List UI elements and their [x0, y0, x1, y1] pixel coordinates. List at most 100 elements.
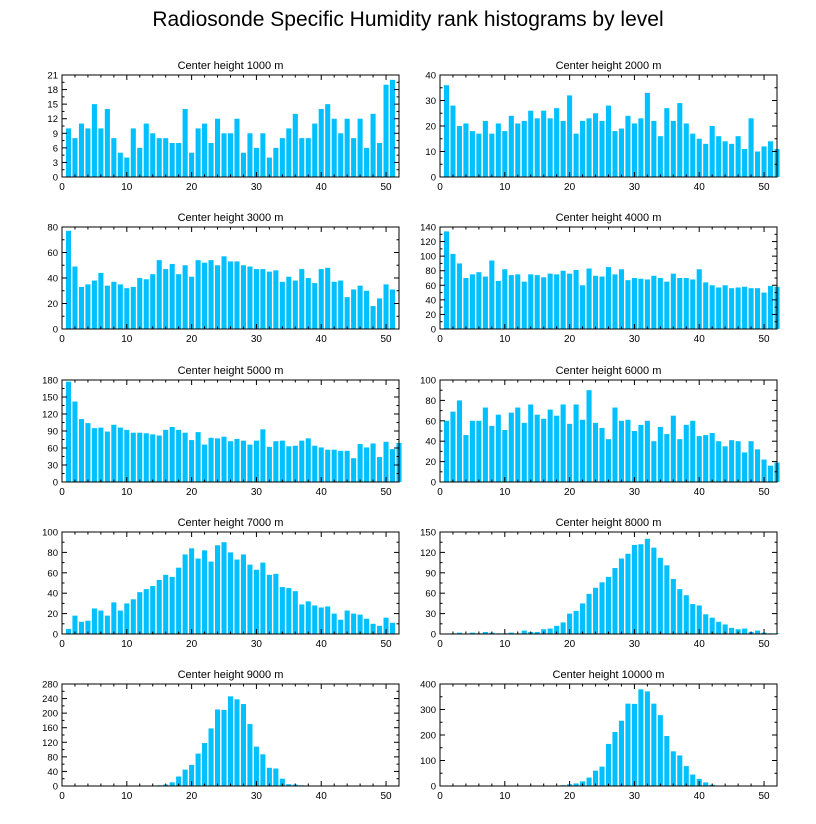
- histogram-bar: [130, 286, 136, 329]
- histogram-bar: [273, 441, 279, 482]
- histogram-bar: [253, 440, 259, 482]
- histogram-bar: [279, 138, 285, 177]
- histogram-bar: [286, 276, 292, 329]
- x-tick-label: 40: [694, 791, 706, 802]
- histogram-panel-1: Center height 1000 m 0 10 20 30 40 50 0 3 6 9 12 15 1…: [47, 60, 400, 193]
- histogram-bar: [748, 441, 754, 482]
- histogram-bar: [709, 126, 715, 177]
- histogram-bar: [592, 113, 599, 177]
- x-tick-label: 0: [437, 791, 443, 802]
- histogram-bar: [331, 449, 337, 482]
- histogram-bar: [85, 284, 91, 329]
- histogram-bar: [338, 133, 344, 177]
- histogram-bar: [208, 728, 214, 786]
- histogram-bar: [644, 92, 650, 177]
- histogram-bar: [554, 274, 560, 329]
- y-tick-label: 9: [53, 129, 58, 140]
- histogram-bar: [618, 128, 625, 177]
- histogram-bar: [169, 263, 175, 329]
- y-tick-label: 80: [47, 548, 58, 559]
- histogram-bar: [370, 113, 376, 177]
- histogram-bar: [227, 441, 234, 482]
- histogram-bar: [377, 298, 383, 329]
- x-tick-label: 20: [564, 487, 576, 498]
- histogram-bar: [644, 279, 650, 329]
- histogram-bar: [599, 120, 605, 177]
- x-tick-label: 10: [499, 791, 511, 802]
- histogram-bar: [528, 274, 534, 329]
- y-tick-label: 180: [42, 376, 58, 387]
- histogram-bar: [357, 285, 363, 329]
- histogram-bar: [189, 764, 195, 786]
- histogram-bar: [221, 133, 227, 177]
- histogram-bar: [670, 120, 676, 177]
- histogram-bar: [521, 120, 527, 177]
- histogram-bar: [163, 269, 169, 329]
- x-tick-label: 10: [499, 487, 511, 498]
- histogram-bar: [547, 118, 553, 177]
- histogram-bar: [253, 269, 259, 329]
- histogram-bar: [305, 138, 311, 177]
- histogram-bar: [696, 138, 702, 177]
- histogram-bar: [305, 438, 311, 482]
- histogram-bar: [279, 440, 285, 482]
- histogram-bar: [202, 550, 208, 634]
- y-tick-label: 20: [425, 122, 436, 133]
- y-tick-label: 10: [425, 147, 436, 158]
- x-tick-label: 0: [59, 639, 65, 650]
- histogram-bar: [214, 438, 221, 482]
- x-tick-label: 20: [186, 639, 198, 650]
- y-tick-label: 30: [425, 96, 436, 107]
- y-tick-label: 60: [425, 281, 436, 292]
- histogram-bar: [338, 280, 344, 329]
- histogram-bar: [195, 558, 201, 634]
- histogram-panel-10: Center height 10000 m 0 10 20 30 40 50 0 100 200 3…: [420, 669, 778, 802]
- histogram-bar: [370, 306, 376, 329]
- histogram-bar: [227, 552, 234, 634]
- histogram-bar: [709, 617, 715, 634]
- x-tick-label: 10: [121, 334, 133, 345]
- histogram-bar: [85, 128, 91, 177]
- histogram-bar: [586, 777, 592, 786]
- histogram-bar: [357, 444, 363, 482]
- histogram-bar: [573, 269, 579, 329]
- histogram-bar: [214, 118, 221, 177]
- histogram-bar: [735, 441, 741, 482]
- histogram-bar: [240, 152, 247, 177]
- histogram-bar: [521, 422, 527, 482]
- histogram-bar: [85, 423, 91, 482]
- histogram-bar: [482, 276, 488, 329]
- histogram-bar: [599, 582, 605, 634]
- histogram-bar: [312, 123, 318, 177]
- histogram-bar: [299, 604, 305, 634]
- y-tick-label: 60: [425, 416, 436, 427]
- histogram-bar: [651, 547, 657, 634]
- histogram-bar: [383, 441, 389, 482]
- histogram-bar: [286, 784, 292, 786]
- y-tick-label: 100: [420, 756, 436, 767]
- y-tick-label: 60: [47, 444, 58, 455]
- histogram-bar: [91, 280, 97, 329]
- histogram-bar: [573, 133, 579, 177]
- histogram-bar: [586, 118, 592, 177]
- histogram-bar: [515, 274, 521, 329]
- histogram-bar: [91, 104, 97, 177]
- histogram-bar: [534, 414, 540, 482]
- histogram-bar: [722, 141, 728, 177]
- histogram-bar: [286, 128, 292, 177]
- histogram-bar: [495, 414, 501, 482]
- histogram-bar: [463, 278, 469, 329]
- histogram-bar: [65, 381, 72, 482]
- histogram-bar: [528, 110, 534, 177]
- histogram-bar: [143, 433, 149, 482]
- y-tick-label: 80: [47, 752, 58, 763]
- histogram-bar: [130, 432, 136, 482]
- panel-title: Center height 5000 m: [178, 365, 284, 377]
- x-tick-label: 20: [186, 182, 198, 193]
- histogram-bar: [761, 292, 767, 329]
- histogram-bar: [638, 424, 644, 482]
- y-tick-label: 80: [47, 223, 58, 234]
- histogram-bar: [104, 615, 110, 634]
- histogram-bar: [534, 631, 540, 634]
- histogram-bar: [502, 131, 508, 177]
